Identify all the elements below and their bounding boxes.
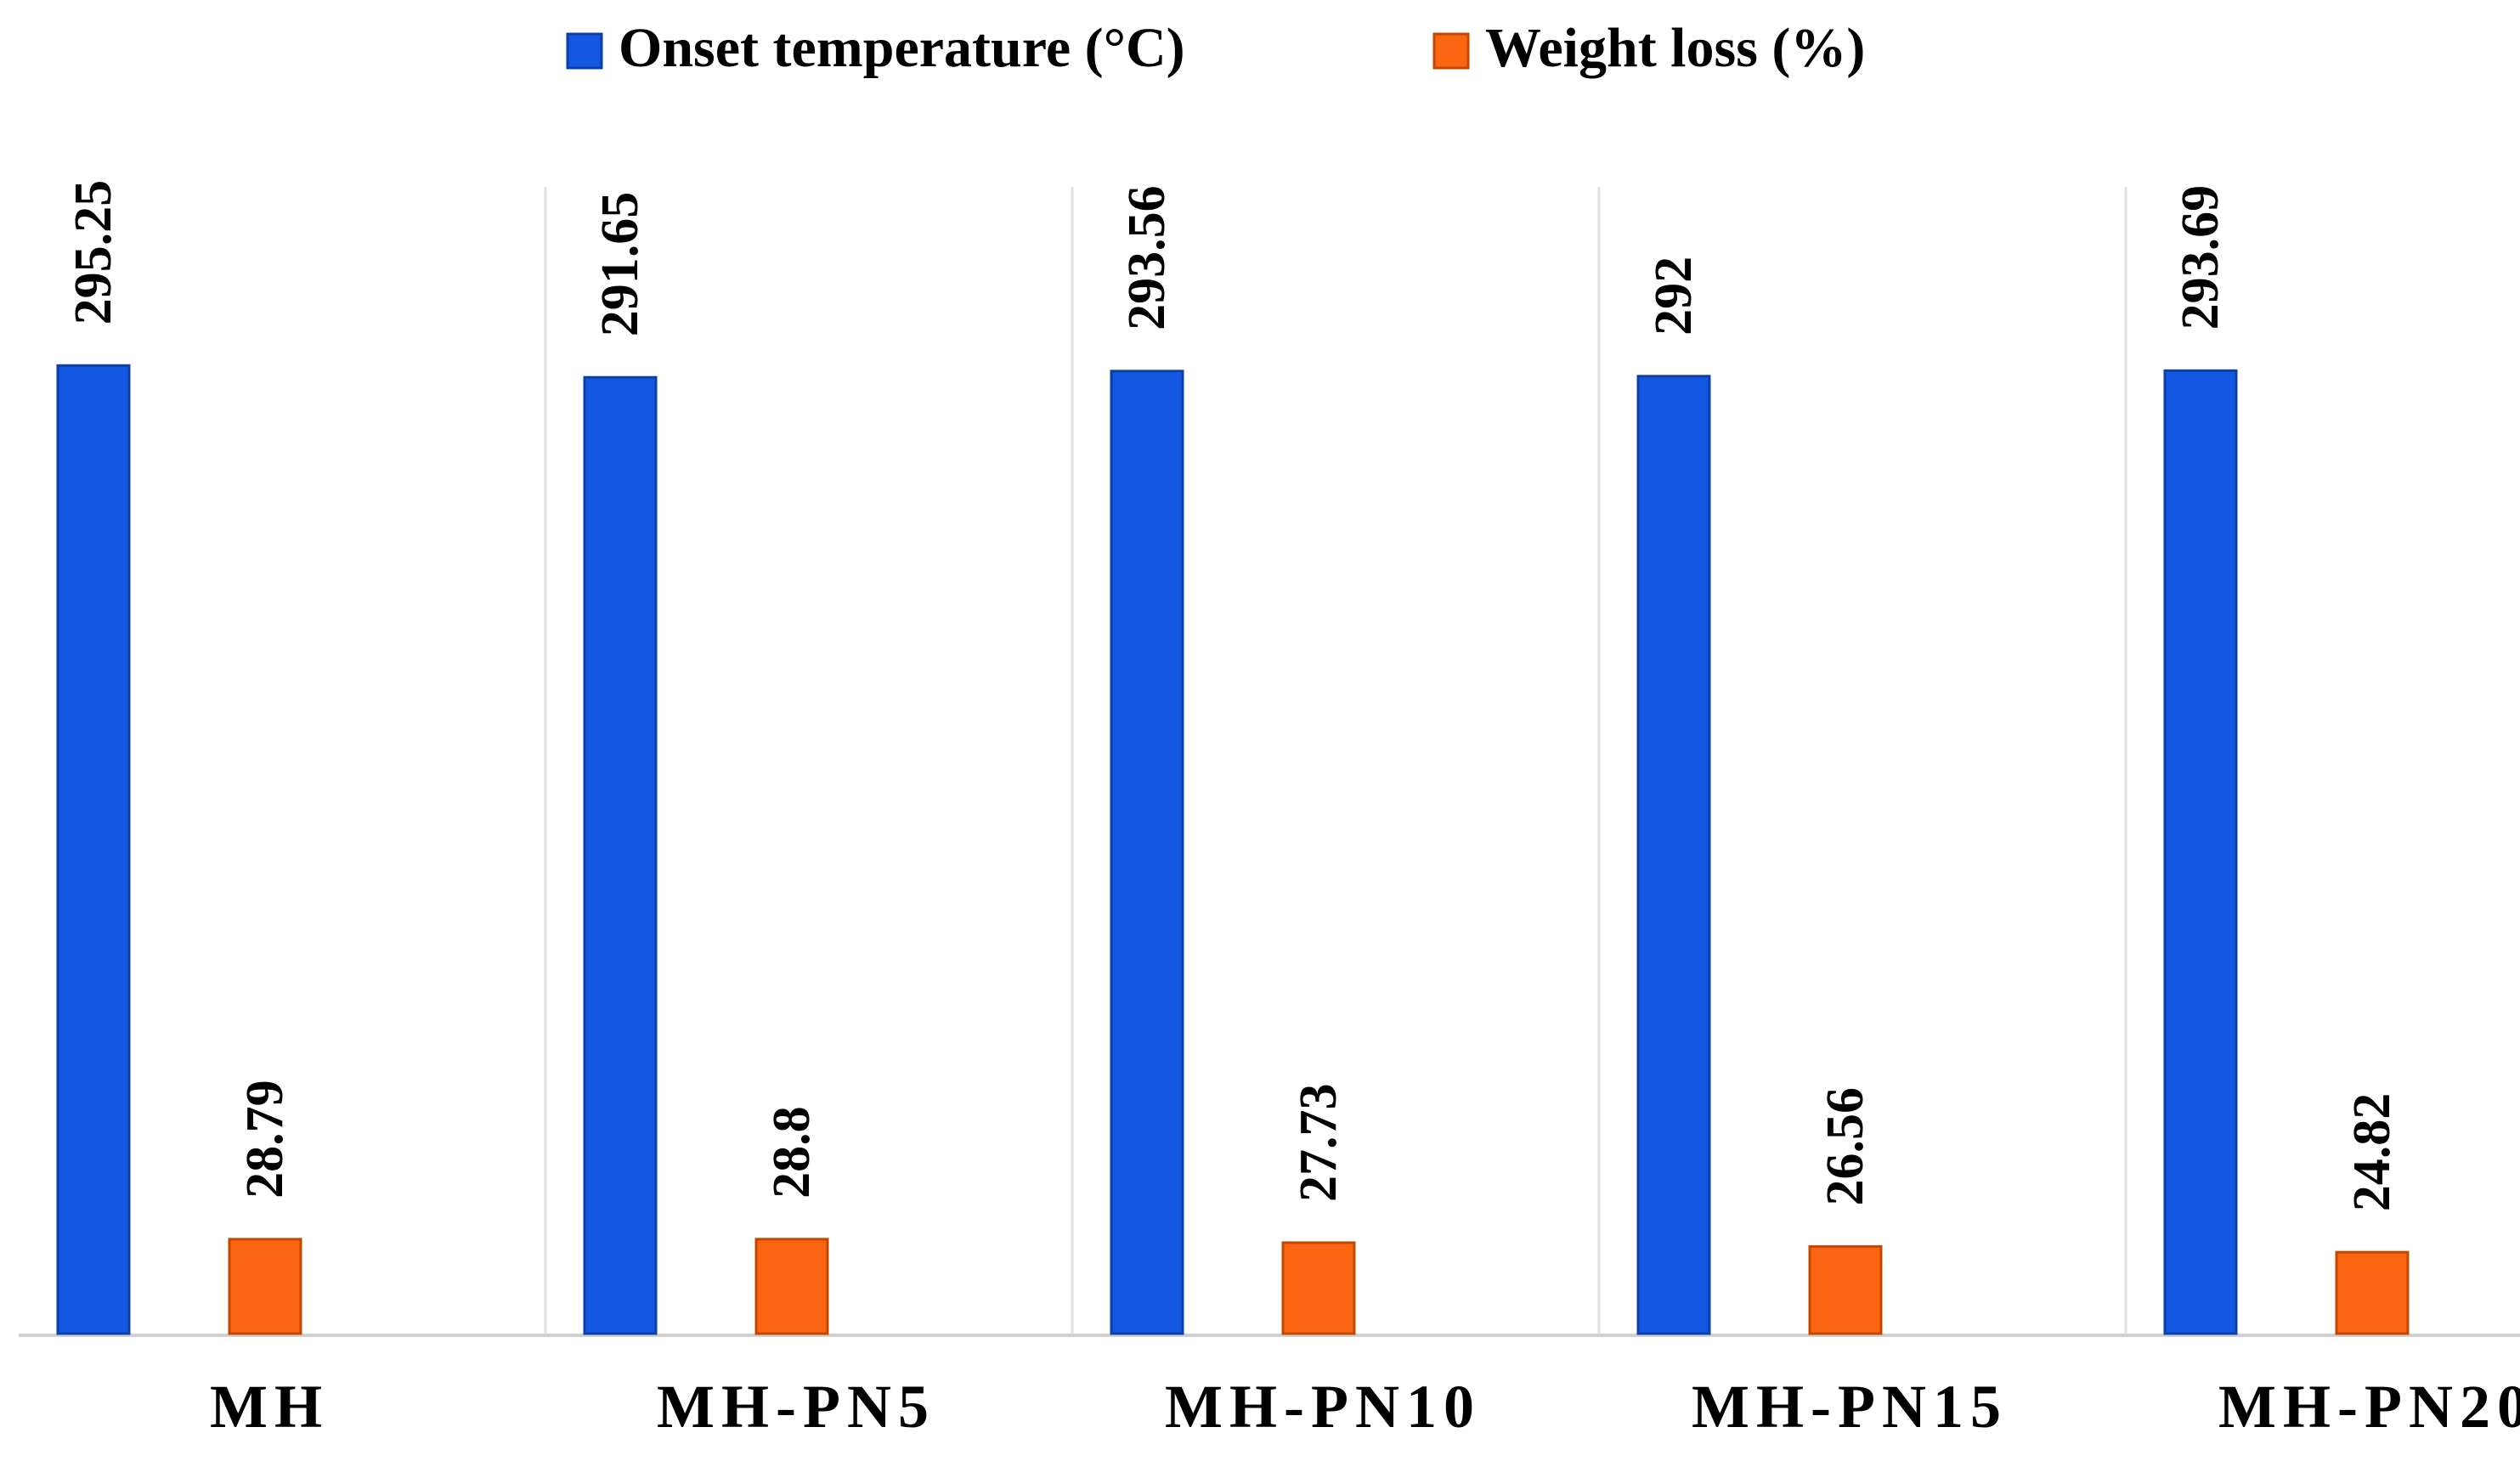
data-label-weight-loss-mh-pn10: 27.73	[1290, 1083, 1348, 1202]
bar-onset-temperature-mh	[56, 364, 131, 1335]
data-label-onset-temperature-mh: 295.25	[65, 180, 122, 325]
x-tick-label-mh-pn15: MH-PN15	[1692, 1373, 2008, 1441]
data-label-weight-loss-mh: 28.79	[236, 1080, 294, 1199]
x-tick-label-mh: MH	[210, 1373, 329, 1441]
data-label-onset-temperature-mh-pn5: 291.65	[591, 192, 649, 337]
legend-label-onset-temperature: Onset temperature (°C)	[619, 17, 1185, 79]
data-label-onset-temperature-mh-pn15: 292	[1645, 257, 1703, 336]
bar-weight-loss-mh	[228, 1238, 302, 1335]
bar-onset-temperature-mh-pn5	[583, 375, 658, 1335]
bar-weight-loss-mh-pn15	[1808, 1244, 1883, 1335]
x-tick-label-mh-pn5: MH-PN5	[657, 1373, 935, 1441]
bar-onset-temperature-mh-pn15	[1636, 375, 1711, 1335]
category-separators	[544, 187, 2127, 1334]
bar-onset-temperature-mh-pn10	[1110, 369, 1184, 1335]
x-tick-label-mh-pn20: MH-PN20	[2218, 1373, 2520, 1441]
bar-group	[56, 364, 2410, 1335]
bar-onset-temperature-mh-pn20	[2163, 369, 2238, 1335]
x-axis-tick-labels: MH MH-PN5 MH-PN10 MH-PN15 MH-PN20	[210, 1373, 2520, 1441]
data-label-onset-temperature-mh-pn10: 293.56	[1118, 185, 1176, 330]
data-label-weight-loss-mh-pn5: 28.8	[763, 1106, 821, 1199]
data-label-weight-loss-mh-pn20: 24.82	[2343, 1093, 2401, 1212]
x-tick-label-mh-pn10: MH-PN10	[1165, 1373, 1481, 1441]
chart-legend: Onset temperature (°C) Weight loss (%)	[566, 17, 1865, 79]
data-label-group: 295.25 28.79 291.65 28.8 293.56 27.73 292 26.56…	[65, 180, 2401, 1211]
legend-label-weight-loss: Weight loss (%)	[1485, 17, 1865, 79]
legend-swatch-onset-temperature	[566, 32, 603, 70]
bar-weight-loss-mh-pn5	[754, 1238, 829, 1335]
legend-swatch-weight-loss	[1432, 32, 1470, 70]
data-label-onset-temperature-mh-pn20: 293.69	[2172, 185, 2229, 330]
bar-weight-loss-mh-pn10	[1281, 1241, 1356, 1335]
data-label-weight-loss-mh-pn15: 26.56	[1817, 1087, 1874, 1206]
bar-weight-loss-mh-pn20	[2335, 1250, 2410, 1335]
